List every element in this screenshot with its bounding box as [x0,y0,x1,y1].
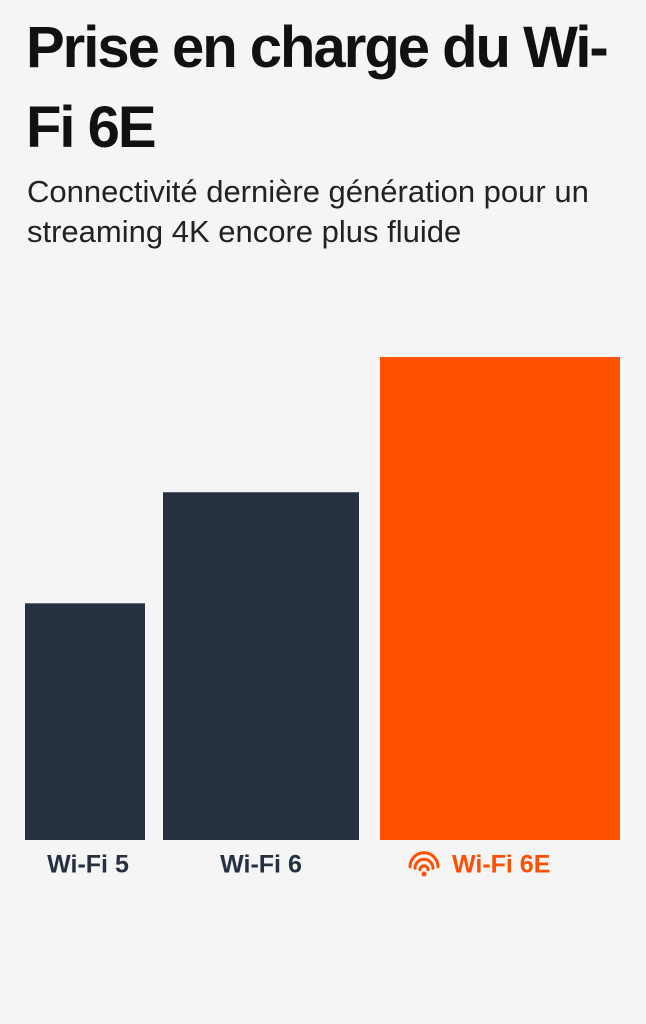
chart-title: Prise en charge du Wi-Fi 6E [26,15,609,160]
wifi-arc [413,857,435,870]
x-tick-label: Wi-Fi 5 [47,851,129,879]
wifi-dot [421,871,427,877]
wifi-icon [408,851,440,877]
wifi-arc [418,864,430,872]
bar [380,357,620,840]
x-tick-label: Wi-Fi 6E [452,851,550,879]
x-tick-label: Wi-Fi 6 [220,851,302,879]
wifi-arc [408,851,440,869]
bar [25,603,145,840]
chart-subtitle: Connectivité dernière génération pour un… [27,174,589,249]
bar [163,492,359,840]
